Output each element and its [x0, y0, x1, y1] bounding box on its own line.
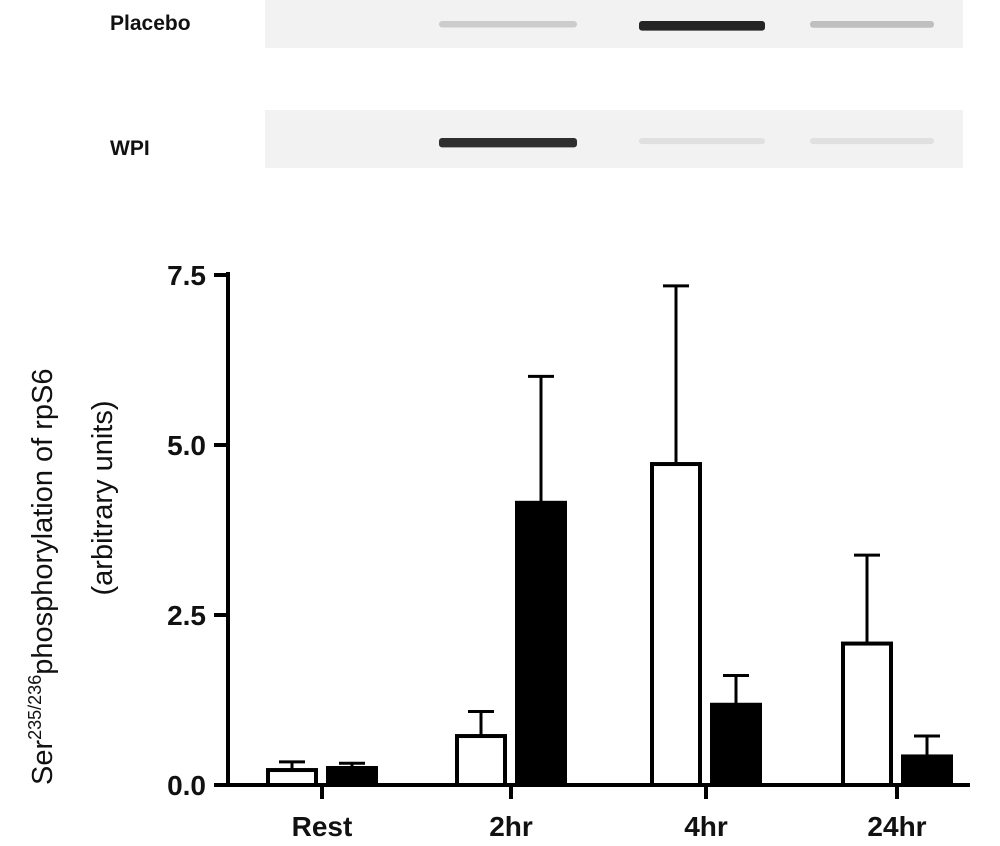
y-label-ser: Ser — [27, 740, 59, 785]
bars-group — [266, 462, 953, 788]
y-tick-label: 0.0 — [167, 770, 206, 801]
blot-band — [810, 21, 934, 28]
bar-s1-rest — [326, 766, 378, 787]
bar-chart: 0.0 2.5 5.0 7.5 Rest 2hr 4hr 24hr Ser235/236ph… — [25, 260, 970, 842]
bar-s1-2hr — [515, 500, 567, 787]
error-bars-group — [279, 284, 940, 771]
bar-s0-24hr — [841, 641, 893, 787]
x-tick-label: 4hr — [684, 811, 728, 842]
x-tick-label: Rest — [292, 811, 353, 842]
y-axis-label: Ser235/236phosphorylation of rpS6 — [25, 368, 59, 785]
western-blot: Placebo WPI — [110, 0, 963, 168]
x-tick-label: 2hr — [489, 811, 533, 842]
blot-bands — [439, 21, 934, 148]
y-tick-label: 7.5 — [167, 260, 206, 291]
blot-label-placebo: Placebo — [110, 12, 191, 35]
bar-s0-rest — [266, 768, 318, 787]
blot-label-wpi: WPI — [110, 137, 150, 160]
y-axis-label-units: (arbitrary units) — [87, 401, 119, 596]
y-label-superscript: 235/236 — [25, 675, 45, 740]
y-label-phospho: phosphorylation of rpS6 — [27, 368, 59, 674]
blot-band — [439, 138, 577, 148]
bar-s0-4hr — [650, 462, 702, 787]
y-ticks-group: 0.0 2.5 5.0 7.5 — [167, 260, 228, 801]
bar-s1-24hr — [901, 754, 953, 788]
blot-band — [639, 21, 765, 31]
bar-s1-4hr — [710, 702, 762, 788]
y-tick-label: 2.5 — [167, 600, 206, 631]
blot-band — [439, 21, 577, 28]
blot-band — [810, 138, 934, 145]
x-tick-label: 24hr — [867, 811, 926, 842]
y-tick-label: 5.0 — [167, 430, 206, 461]
x-ticks-group: Rest 2hr 4hr 24hr — [292, 785, 927, 842]
blot-band — [639, 138, 765, 145]
bar-s0-2hr — [455, 734, 507, 787]
